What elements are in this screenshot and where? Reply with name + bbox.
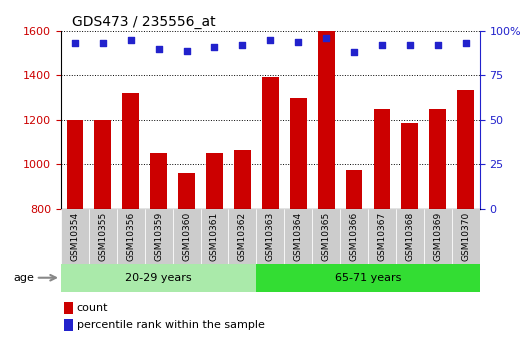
Bar [61, 264, 257, 292]
Bar [257, 264, 480, 292]
Point [405, 42, 414, 48]
Text: count: count [77, 303, 108, 313]
Bar [89, 209, 117, 264]
Bar [424, 209, 452, 264]
Point [127, 37, 135, 43]
Text: GSM10363: GSM10363 [266, 211, 275, 261]
Bar [234, 150, 251, 209]
Bar [61, 209, 89, 264]
Bar [228, 209, 257, 264]
Bar [145, 209, 173, 264]
Point [266, 37, 275, 43]
Bar [206, 153, 223, 209]
Bar [457, 90, 474, 209]
Bar [402, 123, 418, 209]
Bar [452, 209, 480, 264]
Bar [122, 93, 139, 209]
Bar [396, 209, 424, 264]
Text: percentile rank within the sample: percentile rank within the sample [77, 321, 264, 330]
Bar [67, 120, 83, 209]
Point [434, 42, 442, 48]
Bar [368, 209, 396, 264]
Bar [312, 209, 340, 264]
Bar [200, 209, 228, 264]
Bar [284, 209, 312, 264]
Point [462, 41, 470, 46]
Text: age: age [13, 273, 34, 283]
Point [350, 50, 358, 55]
Point [378, 42, 386, 48]
Text: GSM10366: GSM10366 [350, 211, 358, 261]
Bar [340, 209, 368, 264]
Bar [262, 77, 279, 209]
Point [294, 39, 303, 45]
Text: GSM10367: GSM10367 [377, 211, 386, 261]
Bar [117, 209, 145, 264]
Bar [290, 98, 306, 209]
Bar [257, 209, 284, 264]
Text: GSM10354: GSM10354 [70, 211, 80, 260]
Bar [318, 31, 334, 209]
Text: GSM10368: GSM10368 [405, 211, 414, 261]
Bar [173, 209, 200, 264]
Point [182, 48, 191, 53]
Text: GDS473 / 235556_at: GDS473 / 235556_at [72, 15, 215, 29]
Text: GSM10369: GSM10369 [434, 211, 442, 261]
Point [210, 44, 219, 50]
Text: 20-29 years: 20-29 years [125, 273, 192, 283]
Text: GSM10370: GSM10370 [461, 211, 470, 261]
Point [154, 46, 163, 51]
Text: GSM10359: GSM10359 [154, 211, 163, 261]
Text: 65-71 years: 65-71 years [335, 273, 401, 283]
Text: GSM10361: GSM10361 [210, 211, 219, 261]
Text: GSM10362: GSM10362 [238, 211, 247, 260]
Bar [94, 120, 111, 209]
Text: GSM10365: GSM10365 [322, 211, 331, 261]
Point [238, 42, 246, 48]
Bar [151, 153, 167, 209]
Text: GSM10355: GSM10355 [99, 211, 107, 261]
Point [70, 41, 79, 46]
Text: GSM10364: GSM10364 [294, 211, 303, 260]
Text: GSM10360: GSM10360 [182, 211, 191, 261]
Point [99, 41, 107, 46]
Bar [178, 173, 195, 209]
Text: GSM10356: GSM10356 [126, 211, 135, 261]
Bar [429, 109, 446, 209]
Bar [346, 170, 363, 209]
Bar [374, 109, 390, 209]
Point [322, 36, 330, 41]
